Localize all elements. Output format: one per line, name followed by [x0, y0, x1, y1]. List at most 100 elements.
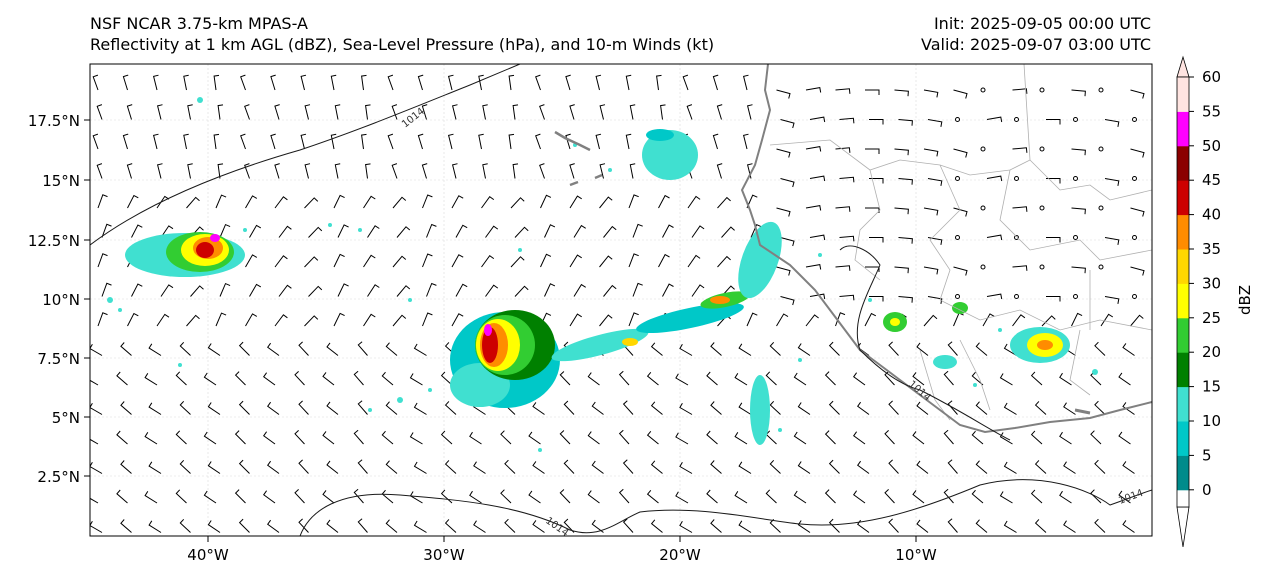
reflectivity-cell-east [883, 302, 1070, 369]
colorbar-band-0 [1177, 455, 1189, 491]
wind-barb [179, 518, 191, 533]
wind-barb [559, 489, 571, 504]
wind-barb [746, 194, 758, 209]
wind-barb [603, 225, 617, 238]
wind-barb [330, 74, 337, 91]
wind-barb [426, 223, 437, 238]
wind-barb [300, 74, 307, 91]
wind-barb [565, 74, 571, 91]
wind-barb [1094, 341, 1106, 356]
wind-barb [923, 148, 939, 157]
wind-barb [127, 194, 139, 209]
wind-barb [1094, 400, 1106, 415]
wind-barb [421, 104, 428, 120]
calm-wind-marker [1132, 176, 1137, 181]
lon-ticks [207, 536, 917, 542]
wind-barb [947, 518, 958, 533]
wind-barb [385, 519, 398, 533]
wind-barb [127, 312, 139, 327]
wind-barb [923, 207, 939, 216]
wind-barb [569, 313, 582, 327]
wind-barb [587, 490, 600, 504]
wind-barb [249, 283, 262, 297]
wind-barb [532, 402, 545, 415]
wind-barb [769, 400, 781, 415]
wind-barb [510, 197, 525, 209]
wind-barb [156, 104, 163, 120]
wind-barb [888, 459, 899, 474]
colorbar-band-10 [1177, 386, 1189, 422]
isobars [90, 64, 1152, 536]
lon-label-20w: 20°W [659, 546, 701, 564]
wind-barb [716, 104, 723, 120]
wind-barb [190, 285, 204, 297]
wind-barb [828, 400, 840, 415]
wind-barb [646, 371, 659, 386]
wind-barb [326, 460, 339, 474]
wind-barb [455, 224, 468, 238]
wind-barb [953, 266, 968, 276]
wind-barb [943, 429, 954, 445]
wind-barb [953, 148, 968, 158]
wind-barb [894, 207, 909, 215]
wind-barb [179, 459, 191, 474]
wind-barb [797, 343, 811, 356]
wind-barbs [90, 74, 1145, 533]
wind-barb [101, 282, 112, 297]
colorbar-band-20 [1177, 317, 1189, 353]
fields-title: Reflectivity at 1 km AGL (dBZ), Sea-Leve… [90, 35, 715, 54]
wind-barb [131, 283, 143, 297]
wind-barb [473, 520, 486, 533]
lon-label-40w: 40°W [187, 546, 229, 564]
wind-barb [1100, 313, 1114, 327]
valid-time: Valid: 2025-09-07 03:00 UTC [920, 35, 1151, 54]
wind-barb [738, 402, 752, 415]
wind-barb [865, 89, 880, 95]
wind-barb [622, 518, 634, 533]
wind-barb [514, 226, 529, 238]
wind-barb [387, 74, 394, 91]
wind-barb [120, 460, 132, 474]
wind-barb [238, 518, 250, 533]
lat-labels: 17.5°N 15°N 12.5°N 10°N 7.5°N 5°N 2.5°N [28, 112, 80, 486]
wind-barb [971, 430, 984, 445]
wind-barb [274, 104, 280, 120]
wind-barb [1012, 265, 1028, 271]
wind-barb [215, 312, 227, 327]
wind-barb [508, 133, 515, 150]
wind-barb [986, 234, 1003, 241]
wind-barb [186, 314, 200, 327]
wind-barb [361, 74, 367, 91]
wind-barb [628, 312, 639, 327]
wind-barb [417, 74, 424, 91]
wind-barb [953, 207, 968, 217]
wind-barb [927, 119, 943, 127]
wind-barb [90, 520, 103, 533]
wind-barb [828, 518, 840, 533]
wind-barb [1003, 402, 1017, 415]
calm-wind-marker [1014, 294, 1019, 299]
wind-barb [569, 254, 582, 268]
wind-barb [682, 74, 689, 91]
wind-barb [90, 343, 103, 356]
wind-barb [116, 489, 128, 504]
wind-barb [869, 119, 884, 125]
wind-barb [304, 104, 311, 120]
wind-barb [625, 133, 632, 150]
wind-barb [485, 225, 499, 238]
wind-barb [278, 284, 292, 297]
wind-barb [1063, 520, 1076, 533]
wind-barb [738, 520, 752, 533]
lat-label-5n: 5°N [52, 409, 80, 427]
wind-barb [381, 430, 394, 445]
wind-barb [1059, 431, 1072, 445]
wind-barb [539, 104, 545, 120]
wind-barb [413, 402, 427, 415]
wind-barb [385, 401, 398, 415]
wind-barb [712, 74, 719, 91]
calm-wind-marker [980, 264, 986, 270]
wind-barb [563, 518, 575, 533]
wind-barb [750, 224, 762, 238]
wind-barb [1122, 402, 1135, 415]
wind-barb [923, 266, 939, 275]
